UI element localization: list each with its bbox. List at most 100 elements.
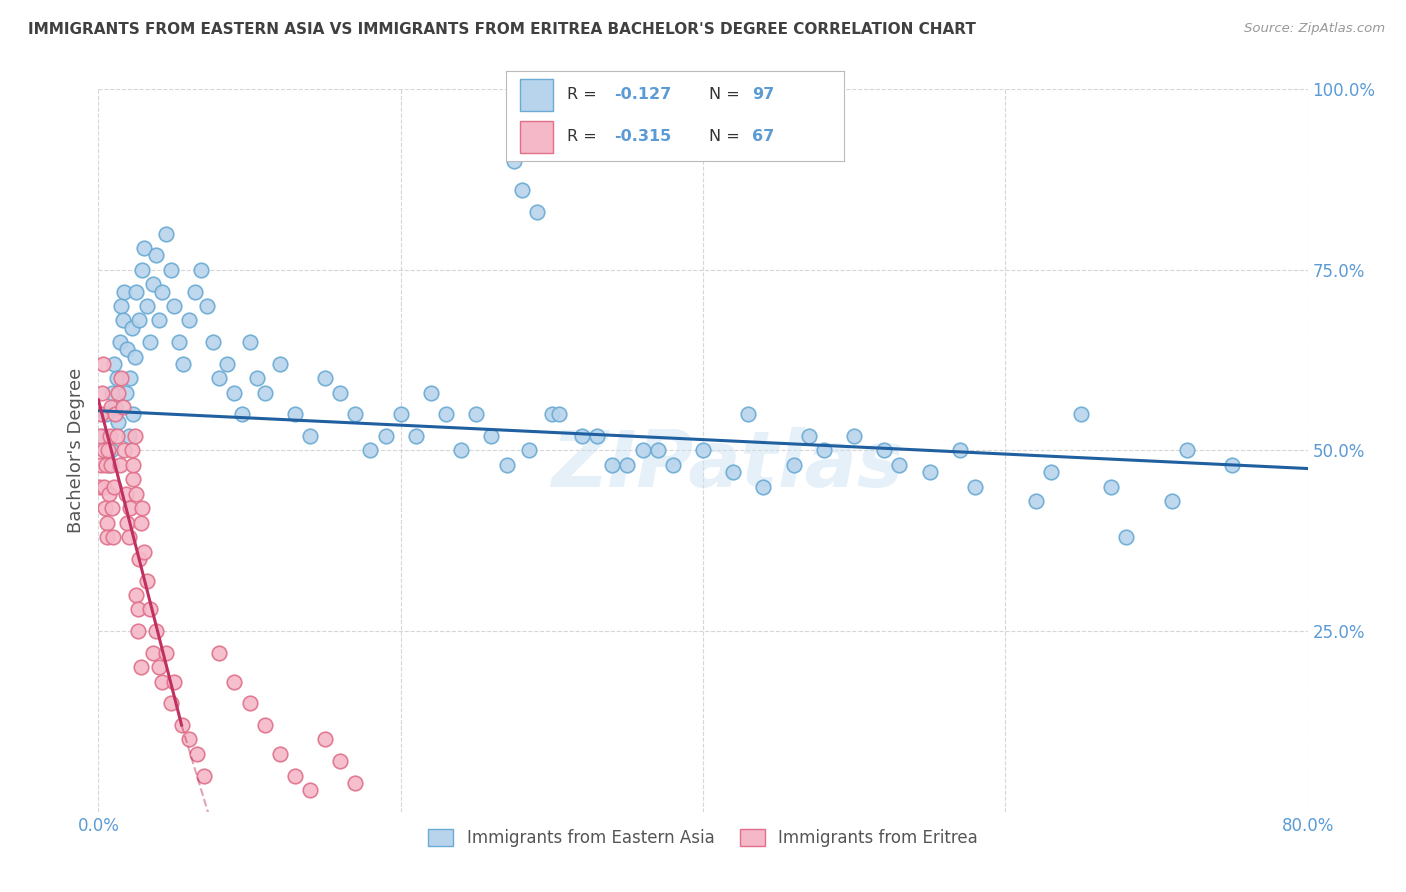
- Point: [314, 371, 336, 385]
- Point: [1160, 494, 1182, 508]
- Point: [118, 429, 141, 443]
- Point: [510, 183, 533, 197]
- Point: [125, 588, 148, 602]
- Point: [122, 458, 145, 472]
- Point: [661, 458, 683, 472]
- Point: [94, 501, 117, 516]
- Point: [246, 371, 269, 385]
- Point: [167, 334, 190, 349]
- Point: [155, 646, 177, 660]
- Point: [96, 516, 118, 530]
- Point: [1039, 465, 1062, 479]
- Point: [616, 458, 638, 472]
- Point: [139, 602, 162, 616]
- Point: [503, 154, 526, 169]
- Text: Source: ZipAtlas.com: Source: ZipAtlas.com: [1244, 22, 1385, 36]
- Point: [100, 400, 122, 414]
- Point: [101, 530, 124, 544]
- Point: [131, 501, 153, 516]
- Point: [344, 776, 367, 790]
- Point: [344, 407, 367, 421]
- Point: [314, 732, 336, 747]
- Point: [783, 458, 806, 472]
- Point: [98, 487, 121, 501]
- Point: [1175, 443, 1198, 458]
- Point: [420, 385, 443, 400]
- Point: [115, 516, 138, 530]
- Point: [602, 458, 624, 472]
- Point: [284, 769, 307, 783]
- Point: [186, 747, 208, 761]
- Point: [360, 443, 382, 458]
- Point: [540, 407, 562, 421]
- Point: [94, 407, 117, 421]
- Point: [124, 429, 146, 443]
- Point: [127, 624, 149, 639]
- Point: [193, 769, 215, 783]
- Point: [104, 407, 127, 421]
- Point: [1115, 530, 1137, 544]
- Point: [889, 458, 911, 472]
- Point: [163, 299, 186, 313]
- Point: [184, 285, 207, 299]
- Text: N =: N =: [709, 87, 745, 102]
- Point: [104, 400, 127, 414]
- Point: [120, 501, 142, 516]
- Point: [127, 602, 149, 616]
- Point: [813, 443, 835, 458]
- Point: [139, 334, 162, 349]
- Point: [94, 458, 117, 472]
- Point: [190, 262, 212, 277]
- Point: [105, 371, 128, 385]
- Point: [89, 429, 111, 443]
- Point: [105, 429, 128, 443]
- Point: [163, 674, 186, 689]
- Point: [179, 732, 201, 747]
- Text: -0.315: -0.315: [614, 129, 672, 144]
- Point: [481, 429, 503, 443]
- Point: [160, 262, 183, 277]
- Point: [98, 429, 121, 443]
- Point: [122, 472, 145, 486]
- Point: [101, 385, 124, 400]
- Point: [179, 313, 201, 327]
- Point: [329, 385, 352, 400]
- Point: [374, 429, 396, 443]
- Point: [170, 718, 193, 732]
- Point: [526, 205, 548, 219]
- Point: [172, 357, 194, 371]
- Point: [797, 429, 820, 443]
- Point: [100, 458, 122, 472]
- Point: [692, 443, 714, 458]
- Point: [647, 443, 669, 458]
- Point: [128, 551, 150, 566]
- Point: [131, 262, 153, 277]
- Point: [224, 674, 246, 689]
- Point: [434, 407, 457, 421]
- Point: [215, 357, 238, 371]
- Point: [103, 480, 125, 494]
- Point: [101, 501, 124, 516]
- Point: [124, 350, 146, 364]
- Point: [1220, 458, 1243, 472]
- Point: [517, 443, 540, 458]
- Point: [97, 443, 120, 458]
- Point: [873, 443, 896, 458]
- Point: [224, 385, 246, 400]
- Point: [121, 443, 143, 458]
- Point: [128, 313, 150, 327]
- Text: R =: R =: [567, 87, 602, 102]
- Point: [120, 371, 142, 385]
- Point: [150, 674, 173, 689]
- Point: [107, 415, 129, 429]
- Point: [108, 458, 131, 472]
- Point: [148, 660, 170, 674]
- Point: [118, 530, 141, 544]
- Point: [949, 443, 972, 458]
- Point: [918, 465, 941, 479]
- Point: [111, 313, 134, 327]
- Point: [111, 400, 134, 414]
- Text: N =: N =: [709, 129, 745, 144]
- Point: [752, 480, 775, 494]
- Point: [114, 487, 136, 501]
